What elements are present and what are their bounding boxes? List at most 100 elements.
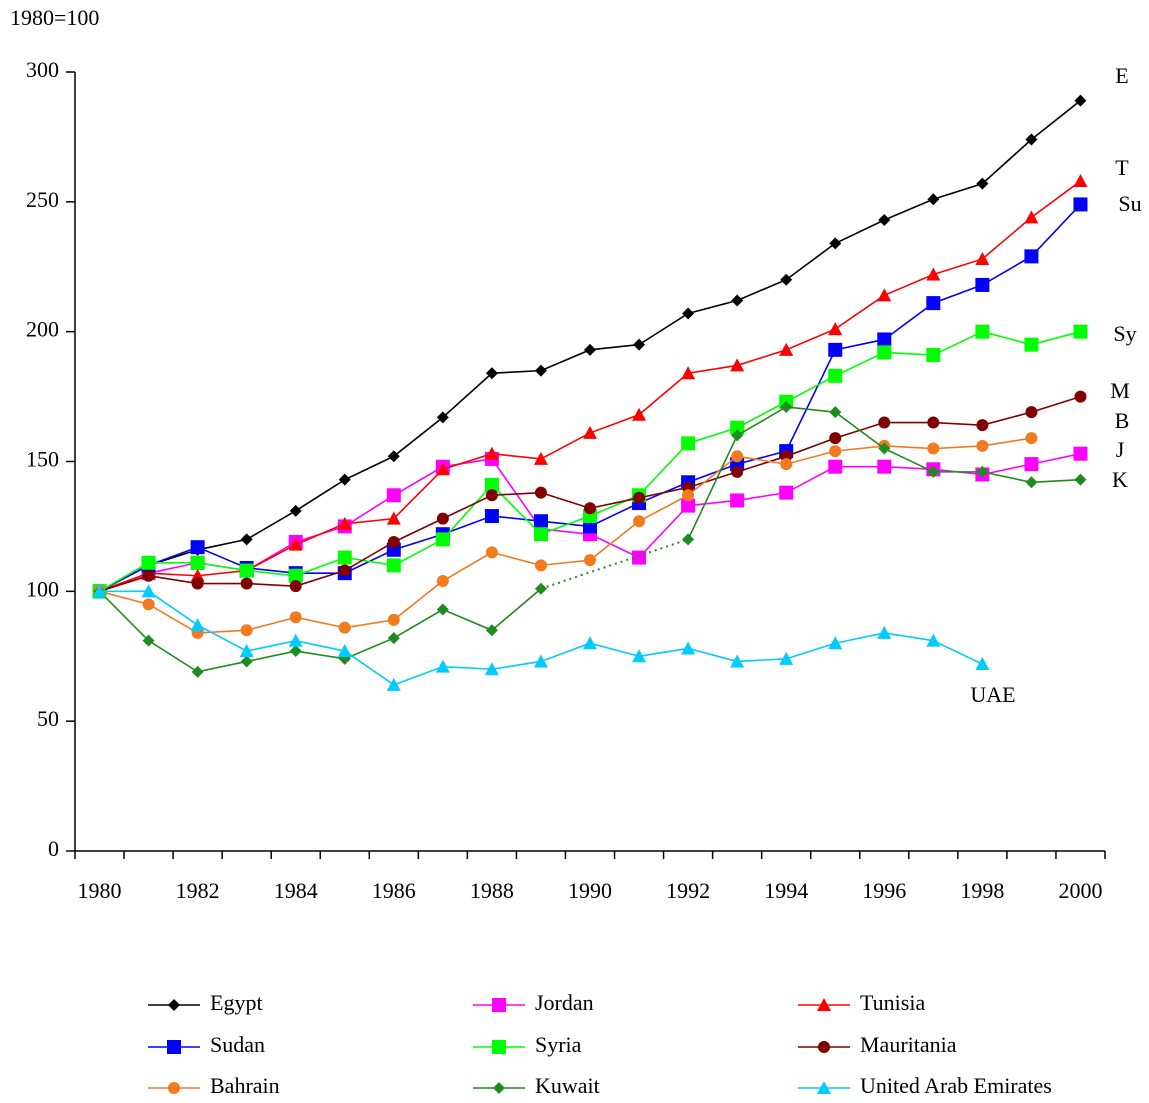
x-tick-label: 1990 [568,878,612,903]
x-tick-label: 2000 [1058,878,1102,903]
marker [436,574,449,587]
marker [534,582,547,595]
marker [877,332,892,347]
marker [877,625,892,639]
marker [976,439,989,452]
marker [436,603,449,616]
marker [387,632,400,645]
marker [976,177,989,190]
marker [484,477,499,492]
marker [877,459,892,474]
marker [828,322,843,336]
marker [681,641,696,655]
marker [731,465,744,478]
marker [780,273,793,286]
marker [584,502,596,515]
marker [485,546,498,559]
y-tick-label: 200 [26,317,59,342]
annotation: T [1115,155,1129,180]
marker [1025,476,1038,489]
y-tick-label: 300 [26,57,59,82]
marker [435,532,450,547]
marker [682,307,695,320]
marker [1025,406,1038,419]
marker [191,665,204,678]
marker [337,516,352,530]
y-tick-label: 150 [26,447,59,472]
marker [190,540,205,555]
legend-label: Egypt [210,990,263,1015]
annotation: Sy [1113,321,1136,346]
y-axis-label: 1980=100 [10,5,99,30]
annotation: J [1116,437,1125,462]
marker [386,677,401,691]
marker [828,342,843,357]
legend-marker [817,998,831,1011]
marker [534,559,547,572]
marker [141,555,156,570]
marker [731,450,744,463]
marker [240,624,253,637]
marker [681,436,696,451]
legend-marker [167,1040,181,1054]
marker [780,458,793,471]
marker [927,465,940,478]
marker [240,533,253,546]
legend-label: Syria [535,1032,582,1057]
series-line [99,330,1081,593]
marker [730,358,745,372]
marker [682,533,695,546]
marker [289,504,302,517]
marker [484,446,499,460]
marker [828,636,843,650]
legend-label: Kuwait [535,1073,600,1098]
legend-marker [493,1082,505,1094]
marker [926,296,941,311]
marker [190,555,205,570]
marker [633,515,646,528]
legend-marker [492,1040,506,1054]
marker [877,345,892,360]
x-tick-label: 1980 [78,878,122,903]
annotation: M [1110,378,1130,403]
marker [927,442,940,455]
marker [141,584,156,598]
marker [534,364,547,377]
legend-label: Sudan [210,1032,265,1057]
marker [1073,197,1088,212]
marker [338,621,351,634]
marker [1024,249,1039,264]
marker [1073,324,1088,339]
marker [288,633,303,647]
marker [976,419,989,432]
marker [1073,446,1088,461]
marker [926,267,941,281]
marker [829,432,842,445]
x-tick-label: 1986 [372,878,416,903]
marker [387,450,400,463]
marker [878,442,891,455]
marker [632,649,647,663]
marker [485,489,498,502]
marker [878,416,891,429]
marker [779,342,794,356]
marker [92,584,107,598]
annotation: B [1115,408,1130,433]
marker [386,488,401,503]
marker [1024,210,1039,224]
marker [829,406,842,419]
legend-label: Jordan [535,990,594,1015]
marker [583,636,597,650]
legend-marker [168,1082,180,1094]
marker [288,568,303,583]
marker [1025,432,1038,445]
legend-marker [168,999,180,1011]
marker [435,659,450,673]
marker [731,429,744,442]
marker [877,288,892,302]
marker [386,511,401,525]
x-tick-label: 1984 [274,878,318,903]
series-line [99,590,983,686]
marker [387,535,400,548]
x-tick-label: 1994 [764,878,808,903]
